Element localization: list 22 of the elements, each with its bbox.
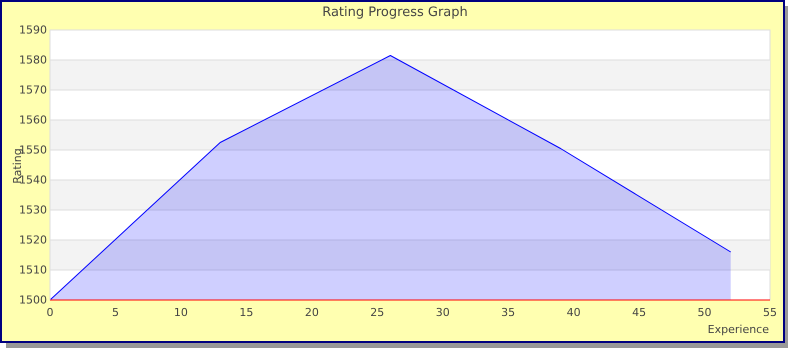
x-tick-label: 5 (112, 306, 119, 319)
x-axis-title: Experience (708, 323, 770, 336)
x-tick-label: 55 (763, 306, 777, 319)
y-tick-label: 1570 (19, 84, 47, 97)
x-tick-label: 15 (239, 306, 254, 319)
x-tick-label: 10 (174, 306, 188, 319)
x-tick-label: 0 (46, 306, 54, 319)
x-tick-label: 50 (698, 306, 712, 319)
y-tick-label: 1520 (19, 234, 47, 247)
y-tick-label: 1560 (19, 114, 47, 127)
y-tick-label: 1580 (19, 54, 47, 67)
y-tick-label: 1590 (19, 24, 47, 37)
y-tick-label: 1530 (19, 204, 47, 217)
x-tick-label: 20 (304, 306, 319, 319)
x-tick-label: 45 (632, 306, 646, 319)
x-tick-label: 40 (566, 306, 581, 319)
x-tick-label: 35 (501, 306, 516, 319)
x-tick-label: 30 (436, 306, 450, 319)
x-tick-label: 25 (370, 306, 384, 319)
y-tick-label: 1510 (19, 264, 47, 277)
chart-title: Rating Progress Graph (322, 5, 468, 20)
y-tick-label: 1500 (19, 294, 47, 307)
